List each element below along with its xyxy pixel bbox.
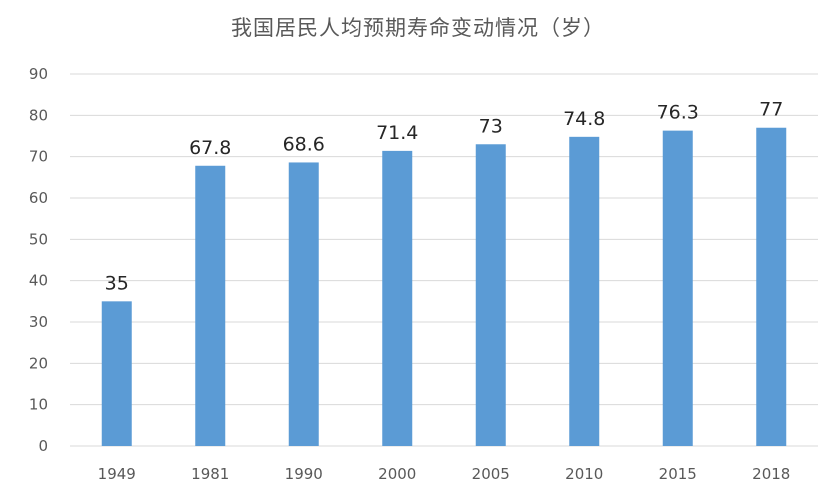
y-tick-label: 40 [29, 272, 48, 290]
bar [382, 150, 413, 446]
x-tick-label: 2005 [472, 465, 510, 483]
x-tick-label: 1981 [191, 465, 229, 483]
bar [101, 301, 132, 446]
data-label: 67.8 [189, 137, 231, 159]
y-tick-label: 60 [29, 189, 48, 207]
chart-title: 我国居民人均预期寿命变动情况（岁） [231, 16, 605, 40]
y-tick-label: 30 [29, 313, 48, 331]
bar [475, 144, 506, 446]
y-tick-label: 90 [29, 65, 48, 83]
data-label: 74.8 [563, 108, 605, 130]
x-tick-label: 2000 [378, 465, 416, 483]
data-label: 76.3 [657, 102, 699, 124]
x-tick-label: 1949 [98, 465, 136, 483]
bar [569, 136, 600, 446]
y-tick-label: 50 [29, 230, 48, 248]
y-tick-label: 10 [29, 396, 48, 414]
data-label: 68.6 [283, 133, 325, 155]
bar [195, 165, 226, 446]
bar [756, 127, 787, 446]
y-tick-label: 0 [38, 437, 48, 455]
y-tick-label: 70 [29, 148, 48, 166]
x-tick-label: 1990 [285, 465, 323, 483]
x-tick-label: 2015 [659, 465, 697, 483]
x-tick-label: 2018 [752, 465, 790, 483]
data-label: 77 [759, 99, 783, 121]
bar [662, 130, 693, 447]
y-tick-label: 20 [29, 354, 48, 372]
bar [288, 162, 319, 446]
data-label: 35 [105, 272, 129, 294]
data-label: 73 [479, 115, 503, 137]
x-tick-label: 2010 [565, 465, 603, 483]
y-tick-label: 80 [29, 106, 48, 124]
data-label: 71.4 [376, 122, 418, 144]
